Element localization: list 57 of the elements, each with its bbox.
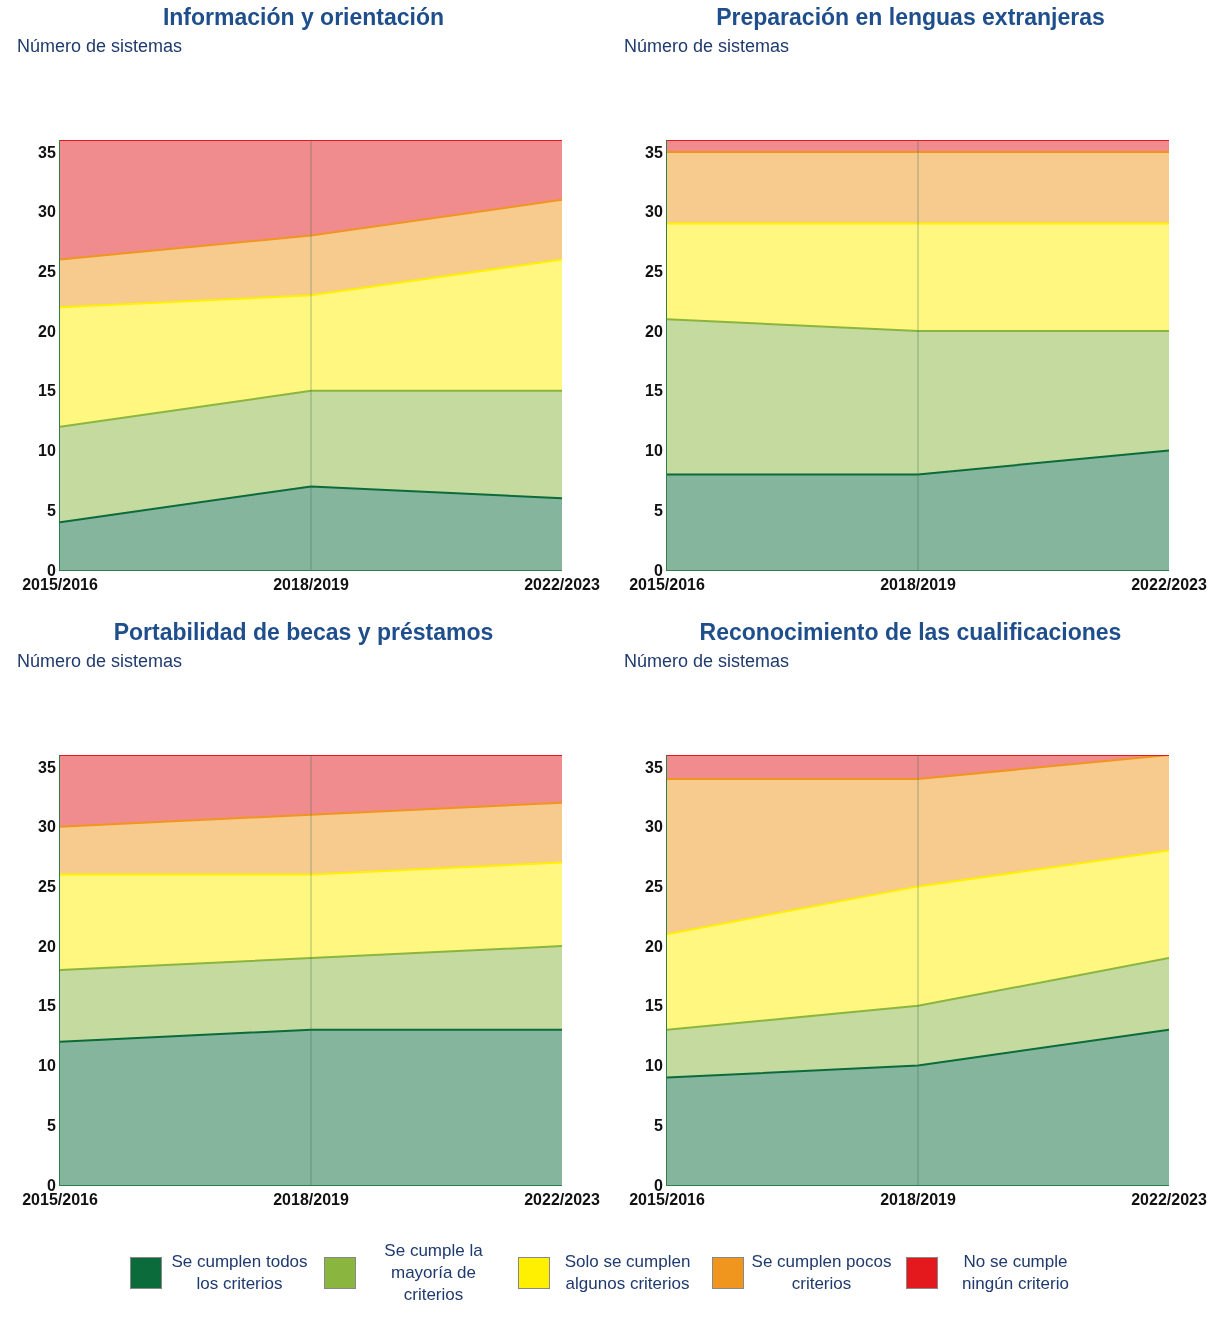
y-tick-label: 35 [645,143,663,161]
chart-title: Reconocimiento de las cualificaciones [699,619,1122,646]
y-tick-label: 0 [46,1176,56,1194]
y-tick-label: 30 [645,203,663,221]
y-tick-label: 15 [38,382,56,400]
y-tick-label: 10 [645,1057,663,1075]
y-tick-label: 15 [645,382,663,400]
x-tick-label: 2015/2016 [629,576,705,594]
y-tick-label: 10 [645,442,663,460]
y-tick-label: 20 [38,322,56,340]
y-tick-label: 20 [645,322,663,340]
y-tick-label: 15 [38,997,56,1015]
x-tick-label: 2018/2019 [273,576,349,594]
chart-title: Portabilidad de becas y préstamos [113,619,494,646]
y-tick-label: 10 [38,1057,56,1075]
x-tick-label: 2015/2016 [22,1191,98,1209]
chart-title: Preparación en lenguas extranjeras [716,4,1105,31]
y-tick-label: 25 [38,877,56,895]
y-tick-label: 5 [46,1116,56,1134]
y-axis-title: Número de sistemas [624,651,790,671]
legend-label: Solo se cumplen algunos criterios [563,1251,692,1295]
legend-label: Se cumplen pocos criterios [751,1251,892,1295]
x-tick-label: 2018/2019 [273,1191,349,1209]
x-tick-label: 2022/2023 [524,576,600,594]
x-tick-label: 2015/2016 [22,576,98,594]
y-tick-label: 35 [38,143,56,161]
y-tick-label: 10 [38,442,56,460]
legend-label: No se cumple ningún criterio [961,1251,1070,1295]
chart-title: Información y orientación [162,4,445,31]
x-tick-label: 2022/2023 [1131,1191,1207,1209]
x-tick-label: 2015/2016 [629,1191,705,1209]
y-tick-label: 30 [645,818,663,836]
y-tick-label: 25 [645,262,663,280]
x-tick-label: 2022/2023 [1131,576,1207,594]
x-tick-label: 2022/2023 [524,1191,600,1209]
legend-label: Se cumplen todos los criterios [170,1251,309,1295]
x-tick-label: 2018/2019 [880,576,956,594]
y-axis-title: Número de sistemas [17,36,183,56]
y-tick-label: 25 [645,877,663,895]
legend-label: Se cumple la mayoría de criterios [383,1240,484,1306]
y-tick-label: 5 [46,501,56,519]
y-tick-label: 20 [645,937,663,955]
y-tick-label: 0 [653,1176,663,1194]
y-tick-label: 30 [38,818,56,836]
y-axis-title: Número de sistemas [624,36,790,56]
x-tick-label: 2018/2019 [880,1191,956,1209]
y-axis-title: Número de sistemas [17,651,183,671]
y-tick-label: 35 [38,758,56,776]
y-tick-label: 5 [653,501,663,519]
y-tick-label: 25 [38,262,56,280]
y-tick-label: 0 [46,561,56,579]
y-tick-label: 35 [645,758,663,776]
y-tick-label: 30 [38,203,56,221]
y-tick-label: 15 [645,997,663,1015]
y-tick-label: 0 [653,561,663,579]
y-tick-label: 5 [653,1116,663,1134]
y-tick-label: 20 [38,937,56,955]
